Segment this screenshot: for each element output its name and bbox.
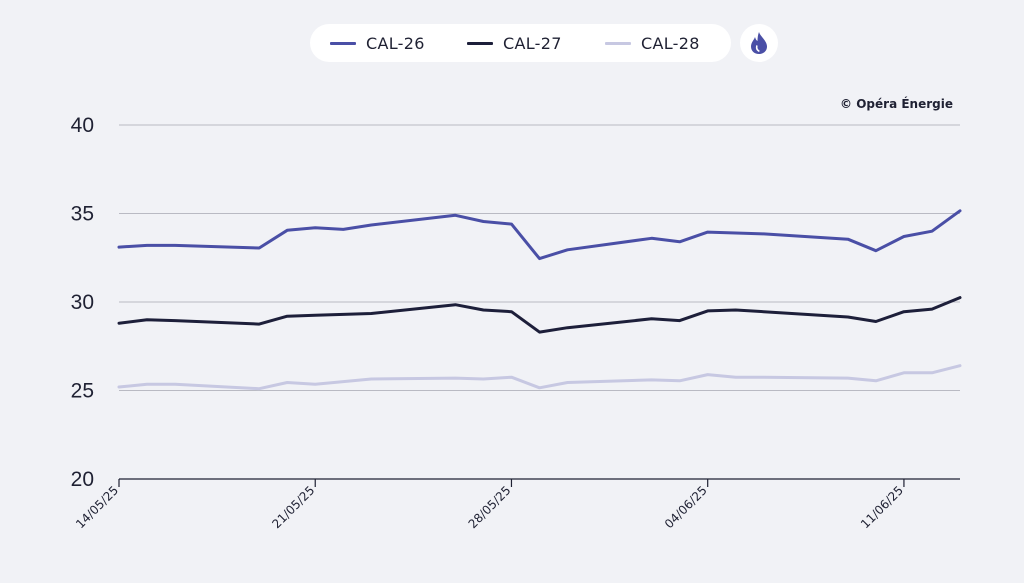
y-tick-label-25: 25 [71,380,94,403]
legend-item-cal-27[interactable]: CAL-27 [467,24,562,62]
legend: CAL-26 CAL-27 CAL-28 [310,24,731,62]
series-line-cal-26 [117,209,962,261]
series-lines [117,209,962,391]
legend-swatch-cal-26 [330,41,356,45]
legend-label-cal-26: CAL-26 [366,33,425,53]
x-tick-label-21-05-25: 21/05/25 [269,483,317,531]
flame-icon [751,32,767,54]
y-tick-label-30: 30 [71,291,94,314]
grid-lines [119,124,960,391]
copyright-notice: © Opéra Énergie [840,97,953,111]
y-tick-label-20: 20 [71,468,94,491]
fuel-type-button[interactable] [740,24,778,62]
legend-label-cal-28: CAL-28 [641,33,700,53]
x-tick-label-11-06-25: 11/06/25 [858,483,906,531]
y-tick-label-35: 35 [71,203,94,226]
legend-item-cal-28[interactable]: CAL-28 [605,24,700,62]
y-axis: 20 25 30 35 40 [71,114,94,491]
x-tick-label-28-05-25: 28/05/25 [466,483,514,531]
legend-label-cal-27: CAL-27 [503,33,562,53]
x-axis: 14/05/25 21/05/25 28/05/25 04/06/25 11/06/25 [73,478,960,531]
x-tick-label-04-06-25: 04/06/25 [662,483,710,531]
legend-swatch-cal-27 [467,41,493,45]
series-line-cal-28 [117,364,962,391]
y-tick-label-40: 40 [71,114,94,137]
legend-item-cal-26[interactable]: CAL-26 [330,24,425,62]
series-line-cal-27 [117,296,962,334]
legend-swatch-cal-28 [605,41,631,45]
